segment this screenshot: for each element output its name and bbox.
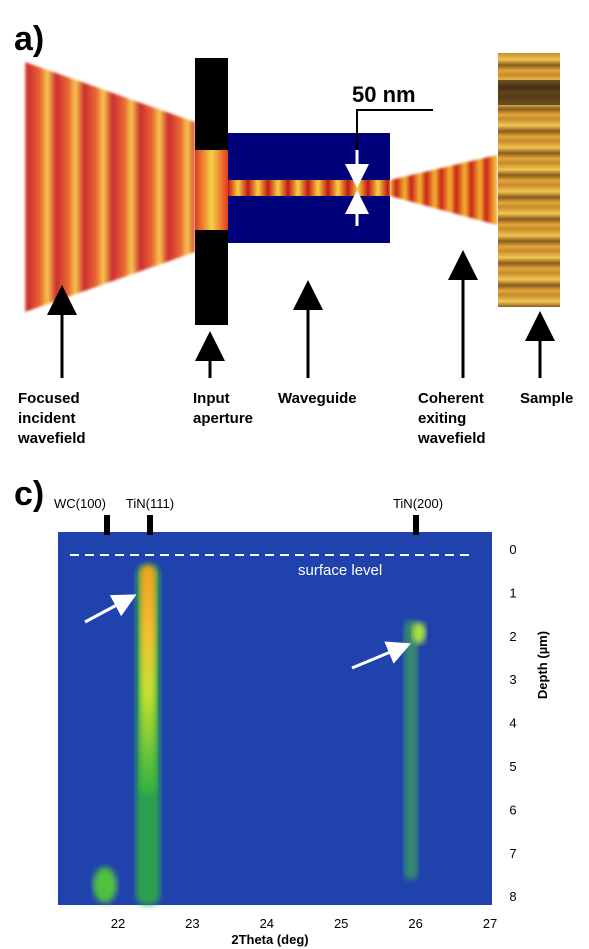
component-label: wavefield (417, 430, 486, 447)
x-axis-label: 2Theta (deg) (231, 932, 308, 947)
peak-marker (413, 515, 419, 535)
component-label: incident (18, 410, 76, 427)
y-tick-label: 8 (509, 889, 516, 904)
peak-label: TiN(200) (393, 496, 443, 511)
heatmap (58, 532, 492, 905)
x-tick-label: 27 (483, 916, 497, 931)
incident-wavefield (25, 62, 195, 312)
aperture-bottom (195, 230, 228, 325)
x-tick-label: 24 (260, 916, 274, 931)
exit-wavefield (390, 155, 497, 225)
peak-marker (147, 515, 153, 535)
component-label: Waveguide (278, 390, 357, 407)
y-axis-label: Depth (µm) (535, 631, 550, 699)
panel-label: a) (14, 20, 44, 58)
streak-spot (93, 867, 117, 903)
y-tick-label: 1 (509, 585, 516, 600)
y-tick-label: 0 (509, 542, 516, 557)
component-label: Sample (520, 390, 573, 407)
aperture-top (195, 58, 228, 150)
component-label: Coherent (418, 390, 484, 407)
sample-band (498, 80, 560, 105)
y-tick-label: 5 (509, 759, 516, 774)
white-arrow (84, 594, 137, 624)
heatmap-noise (58, 532, 492, 905)
component-label: Input (193, 390, 230, 407)
y-tick-label: 4 (509, 716, 516, 731)
component-label: aperture (193, 410, 253, 427)
y-tick-label: 2 (509, 629, 516, 644)
component-label: exiting (418, 410, 466, 427)
x-tick-label: 22 (111, 916, 125, 931)
component-label: wavefield (17, 430, 86, 447)
waveguide-core (228, 180, 390, 196)
surface-label: surface level (298, 562, 382, 579)
streak-spot (412, 622, 426, 644)
x-tick-label: 26 (408, 916, 422, 931)
axes: WC(100) TiN(111) TiN(200)22 23 24 25 26 2701234… (54, 496, 517, 931)
component-label: Focused (18, 390, 80, 407)
scale-label: 50 nm (352, 82, 416, 107)
white-arrow (351, 641, 412, 670)
y-tick-label: 3 (509, 672, 516, 687)
x-tick-label: 25 (334, 916, 348, 931)
streak (140, 565, 156, 795)
streak-weak (404, 620, 418, 880)
component-labels: Focused incident wavefield Input aperture Wav… (17, 250, 573, 447)
peak-label: WC(100) (54, 496, 106, 511)
y-tick-label: 7 (509, 846, 516, 861)
peak-marker (104, 515, 110, 535)
peak-label: TiN(111) (126, 496, 174, 511)
y-tick-label: 6 (509, 802, 516, 817)
aperture-opening (195, 148, 228, 232)
panel-label: c) (14, 475, 44, 513)
x-tick-label: 23 (185, 916, 199, 931)
